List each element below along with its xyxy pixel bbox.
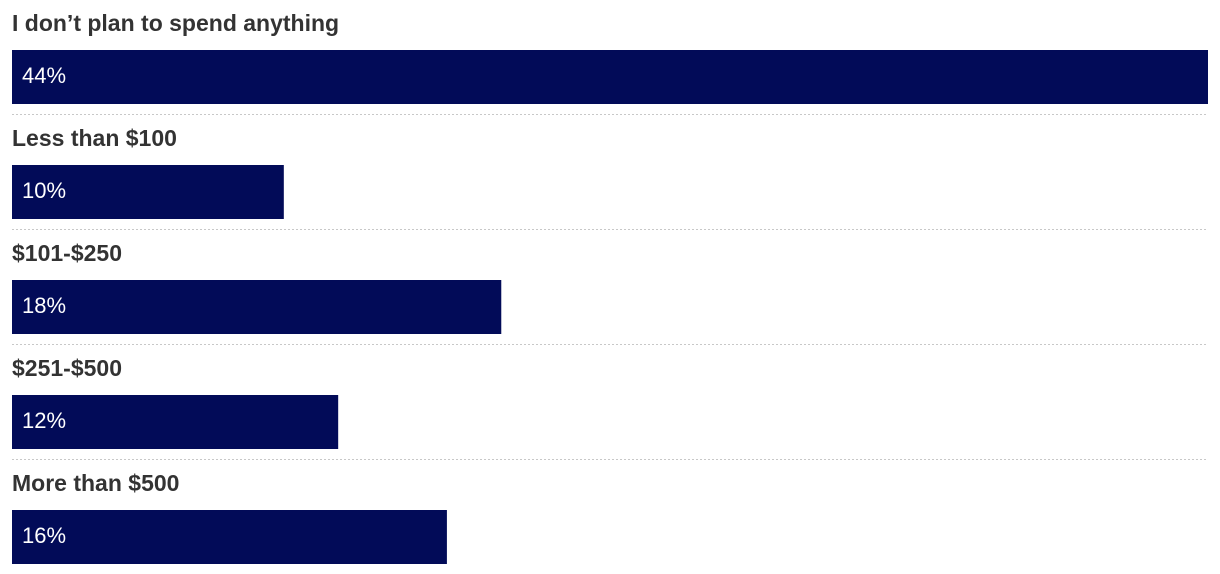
category-label: I don’t plan to spend anything — [12, 10, 339, 36]
bar — [12, 395, 339, 449]
category-label: More than $500 — [12, 470, 179, 496]
value-label: 44% — [22, 63, 66, 88]
category-label: $251-$500 — [12, 355, 122, 381]
value-label: 12% — [22, 408, 66, 433]
bar — [12, 510, 447, 564]
value-label: 18% — [22, 293, 66, 318]
category-label: $101-$250 — [12, 240, 122, 266]
value-label: 16% — [22, 523, 66, 548]
bar — [12, 165, 284, 219]
value-label: 10% — [22, 178, 66, 203]
bar — [12, 50, 1208, 104]
category-label: Less than $100 — [12, 125, 177, 151]
bar — [12, 280, 502, 334]
